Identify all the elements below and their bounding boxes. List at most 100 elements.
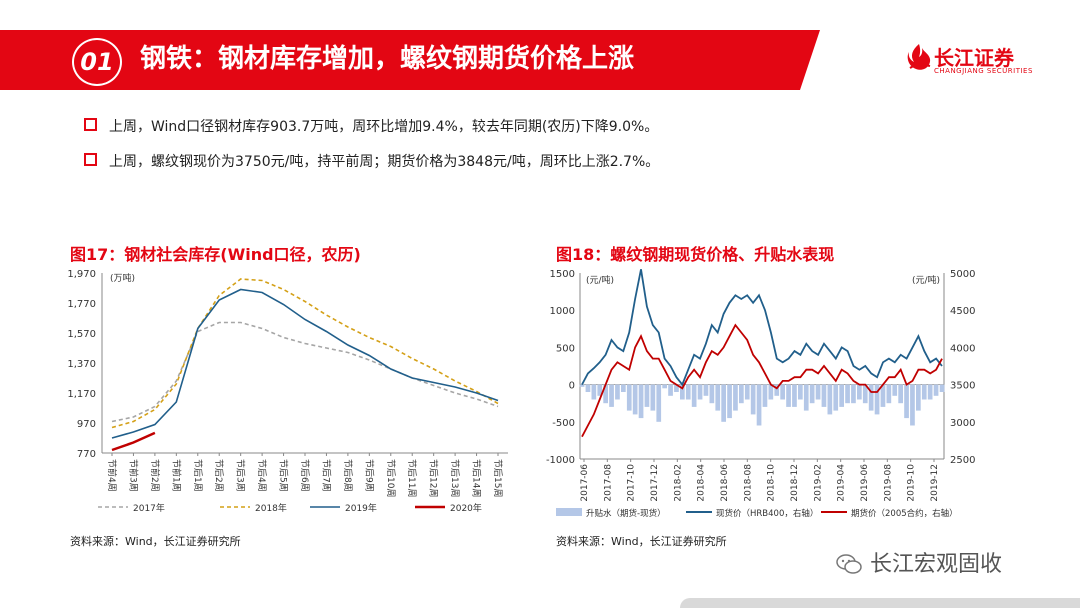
basis-bar <box>933 384 939 396</box>
section-number-badge: 01 <box>72 38 122 86</box>
basis-bar <box>921 384 927 400</box>
legend-label: 现货价（HRB400，右轴） <box>716 508 818 519</box>
x-tick-label: 节后13周 <box>449 459 460 497</box>
basis-bar <box>792 384 797 407</box>
basis-bar <box>609 384 614 407</box>
right-tick-label: 4000 <box>950 343 975 354</box>
basis-bar <box>886 384 892 404</box>
basis-bar <box>703 384 709 396</box>
basis-bar <box>674 384 679 392</box>
x-tick-label: 2018-08 <box>743 464 753 502</box>
basis-bar <box>833 384 839 411</box>
x-tick-label: 节后2周 <box>213 459 224 492</box>
basis-bar <box>756 384 762 426</box>
legend-label: 2018年 <box>255 502 287 514</box>
basis-bar <box>880 384 886 407</box>
bullet-text: 上周，螺纹钢现价为3750元/吨，持平前周；期货价格为3848元/吨，周环比上涨… <box>109 154 660 170</box>
series-line-2019年 <box>111 288 499 439</box>
y-tick-label: 1,370 <box>67 359 96 370</box>
logo-name: 长江证券 <box>934 46 1014 70</box>
legend-label: 升贴水（期货-现货） <box>586 508 666 519</box>
x-tick-label: 2019-06 <box>860 464 870 502</box>
y-tick-label: 1,570 <box>67 329 96 340</box>
basis-bar <box>721 384 726 422</box>
x-tick-label: 2019-08 <box>883 464 893 502</box>
chart18-title: 图18：螺纹钢期现货价格、升贴水表现 <box>556 245 835 264</box>
basis-bar <box>709 384 715 404</box>
basis-bar <box>874 384 880 415</box>
logo-name-en: CHANGJIANG SECURITIES <box>934 67 1033 75</box>
basis-bar <box>910 384 915 426</box>
basis-bar <box>916 384 921 411</box>
basis-bar <box>845 384 850 404</box>
x-tick-label: 2019-10 <box>907 464 917 502</box>
x-tick-label: 节后7周 <box>320 459 331 492</box>
page-title: 钢铁：钢材库存增加，螺纹钢期货价格上涨 <box>140 44 635 74</box>
basis-bar <box>691 384 697 407</box>
x-tick-label: 节后12周 <box>428 459 439 497</box>
watermark: 长江宏观固收 <box>836 546 1002 578</box>
chart17-inventory: 7709701,1701,3701,5701,7701,970 (万吨)节前4周节… <box>67 269 508 514</box>
basis-bar <box>603 384 608 404</box>
x-tick-label: 节前3周 <box>127 459 139 492</box>
company-logo: 长江证券 CHANGJIANG SECURITIES <box>896 40 1046 82</box>
basis-bar <box>892 384 898 396</box>
title-banner <box>0 30 820 90</box>
basis-bar <box>768 384 774 400</box>
basis-bar <box>762 384 768 407</box>
left-tick-label: -1000 <box>546 455 575 466</box>
x-tick-label: 2017-10 <box>627 464 637 502</box>
basis-bar <box>579 384 585 387</box>
x-tick-label: 2018-10 <box>767 464 777 502</box>
series-line-2017年 <box>111 321 499 423</box>
x-tick-label: 节后3周 <box>235 459 246 492</box>
basis-bar <box>727 384 732 419</box>
basis-bar <box>597 384 603 396</box>
y-tick-label: 1,170 <box>67 389 96 400</box>
right-tick-label: 3000 <box>950 418 975 429</box>
x-tick-label: 节后8周 <box>342 459 353 492</box>
basis-bar <box>744 384 750 400</box>
basis-bar <box>868 384 874 411</box>
basis-bar <box>904 384 909 419</box>
basis-bar <box>668 384 673 396</box>
basis-bar <box>827 384 833 415</box>
x-tick-label: 节后5周 <box>278 459 289 492</box>
basis-bar <box>857 384 862 400</box>
basis-bar <box>585 384 591 392</box>
x-tick-label: 2018-02 <box>673 464 683 502</box>
x-tick-label: 节后15周 <box>492 459 503 497</box>
x-tick-label: 节后10周 <box>385 459 396 497</box>
watermark-text: 长江宏观固收 <box>870 552 1003 577</box>
right-unit-label: (元/吨) <box>912 274 940 286</box>
basis-bar <box>803 384 809 411</box>
basis-bar <box>733 384 738 411</box>
left-tick-label: 1500 <box>550 269 575 280</box>
right-tick-label: 2500 <box>950 455 975 466</box>
legend-label: 2017年 <box>133 502 165 514</box>
basis-bar <box>780 384 785 400</box>
x-tick-label: 节后4周 <box>256 459 267 492</box>
basis-bar <box>798 384 803 400</box>
x-tick-label: 2017-12 <box>650 464 660 502</box>
x-tick-label: 节前4周 <box>106 459 118 492</box>
right-tick-label: 3500 <box>950 381 975 392</box>
basis-bar <box>638 384 644 419</box>
basis-bar <box>680 384 685 400</box>
x-tick-label: 2019-02 <box>813 464 823 502</box>
legend-label: 2020年 <box>450 502 482 514</box>
bullet-text: 上周，Wind口径钢材库存903.7万吨，周环比增加9.4%，较去年同期(农历)… <box>109 119 659 135</box>
spot-price-line <box>581 269 943 387</box>
y-tick-label: 1,970 <box>67 269 96 280</box>
bullet-square-icon <box>84 153 97 166</box>
basis-bar <box>739 384 744 404</box>
logo-flame-icon <box>907 44 931 70</box>
bullet-square-icon <box>84 118 97 131</box>
x-tick-label: 2018-04 <box>697 464 707 502</box>
left-tick-label: 0 <box>569 381 575 392</box>
basis-bar <box>786 384 791 407</box>
basis-bar <box>632 384 638 415</box>
chart17-source: 资料来源：Wind，长江证券研究所 <box>70 535 241 548</box>
basis-bar <box>821 384 827 407</box>
basis-bar <box>809 384 815 404</box>
